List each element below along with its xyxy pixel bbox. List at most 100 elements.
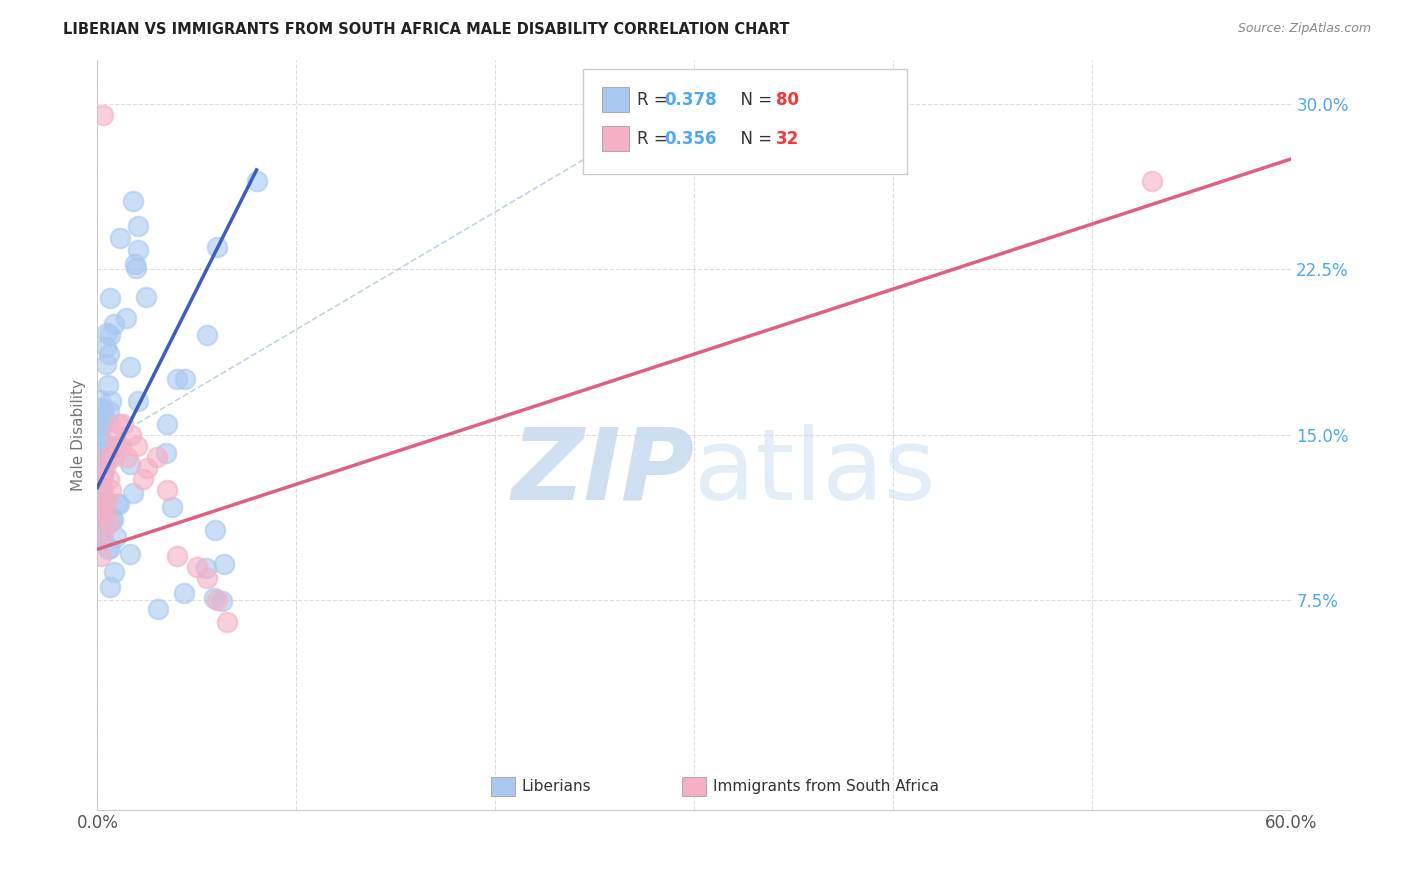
Point [89, 472, 111, 486]
Point [132, 472, 155, 486]
Point [91, 491, 114, 506]
Point [112, 417, 135, 431]
Point [91, 516, 114, 531]
Point [146, 450, 169, 464]
Point [127, 394, 149, 409]
Point [89, 392, 111, 407]
Point [156, 483, 179, 497]
Point [90, 415, 112, 429]
Point [98, 580, 121, 594]
Point [245, 174, 267, 188]
Point [90, 484, 112, 499]
Point [124, 257, 146, 271]
Point [94, 505, 117, 519]
Point [97, 542, 120, 557]
Point [105, 439, 128, 453]
Point [89, 434, 111, 448]
Point [118, 547, 141, 561]
Point [98, 291, 121, 305]
Point [120, 427, 142, 442]
Point [103, 513, 125, 527]
Point [90, 532, 112, 546]
Point [173, 586, 195, 600]
FancyBboxPatch shape [602, 127, 628, 151]
Text: LIBERIAN VS IMMIGRANTS FROM SOUTH AFRICA MALE DISABILITY CORRELATION CHART: LIBERIAN VS IMMIGRANTS FROM SOUTH AFRICA… [63, 22, 790, 37]
Text: Liberians: Liberians [522, 779, 591, 794]
Point [195, 561, 218, 575]
Point [122, 486, 145, 500]
Point [204, 524, 226, 538]
Point [202, 591, 225, 606]
Point [91, 402, 114, 417]
Point [91, 415, 114, 429]
Point [166, 372, 188, 386]
Point [110, 439, 132, 453]
Point [89, 527, 111, 541]
Point [94, 340, 117, 354]
Point [91, 108, 114, 122]
Point [91, 488, 114, 502]
Point [103, 565, 125, 579]
Point [90, 549, 112, 563]
Point [205, 240, 228, 254]
Point [205, 593, 228, 607]
Point [195, 328, 218, 343]
Point [96, 326, 118, 340]
Point [105, 496, 128, 510]
Point [91, 412, 114, 426]
Text: 32: 32 [776, 130, 799, 148]
Point [100, 394, 122, 409]
Point [96, 357, 118, 371]
Point [215, 615, 238, 629]
Point [103, 450, 125, 464]
FancyBboxPatch shape [491, 777, 515, 796]
Point [160, 500, 183, 515]
Point [166, 549, 188, 563]
Point [90, 417, 112, 432]
Text: 0.378: 0.378 [665, 91, 717, 109]
Point [89, 463, 111, 477]
Point [212, 557, 235, 571]
Point [127, 219, 149, 233]
Point [1140, 174, 1163, 188]
Point [98, 541, 121, 555]
Point [91, 457, 114, 471]
Text: Source: ZipAtlas.com: Source: ZipAtlas.com [1237, 22, 1371, 36]
Point [118, 457, 141, 471]
Point [100, 483, 122, 497]
Point [91, 436, 114, 450]
Text: 0.356: 0.356 [665, 130, 717, 148]
Point [91, 483, 114, 497]
Point [115, 450, 138, 464]
Point [90, 515, 112, 529]
Text: N =: N = [730, 91, 778, 109]
Text: atlas: atlas [695, 424, 936, 521]
Point [108, 417, 131, 431]
Point [90, 474, 112, 488]
Point [91, 526, 114, 541]
Text: Immigrants from South Africa: Immigrants from South Africa [713, 779, 939, 794]
Point [98, 328, 121, 343]
Point [146, 601, 169, 615]
Point [108, 497, 131, 511]
Point [104, 439, 127, 453]
Point [91, 472, 114, 486]
Point [127, 439, 149, 453]
Point [98, 472, 121, 486]
Point [97, 452, 120, 467]
Point [96, 450, 118, 464]
Point [186, 560, 208, 574]
Point [136, 460, 159, 475]
Point [90, 505, 112, 519]
Point [103, 318, 125, 332]
Point [104, 427, 127, 442]
FancyBboxPatch shape [682, 777, 706, 796]
Point [97, 378, 120, 392]
Point [104, 530, 127, 544]
Text: R =: R = [637, 130, 673, 148]
Point [89, 418, 111, 433]
Text: N =: N = [730, 130, 778, 148]
Point [125, 261, 148, 276]
Y-axis label: Male Disability: Male Disability [72, 378, 86, 491]
Point [96, 493, 118, 508]
